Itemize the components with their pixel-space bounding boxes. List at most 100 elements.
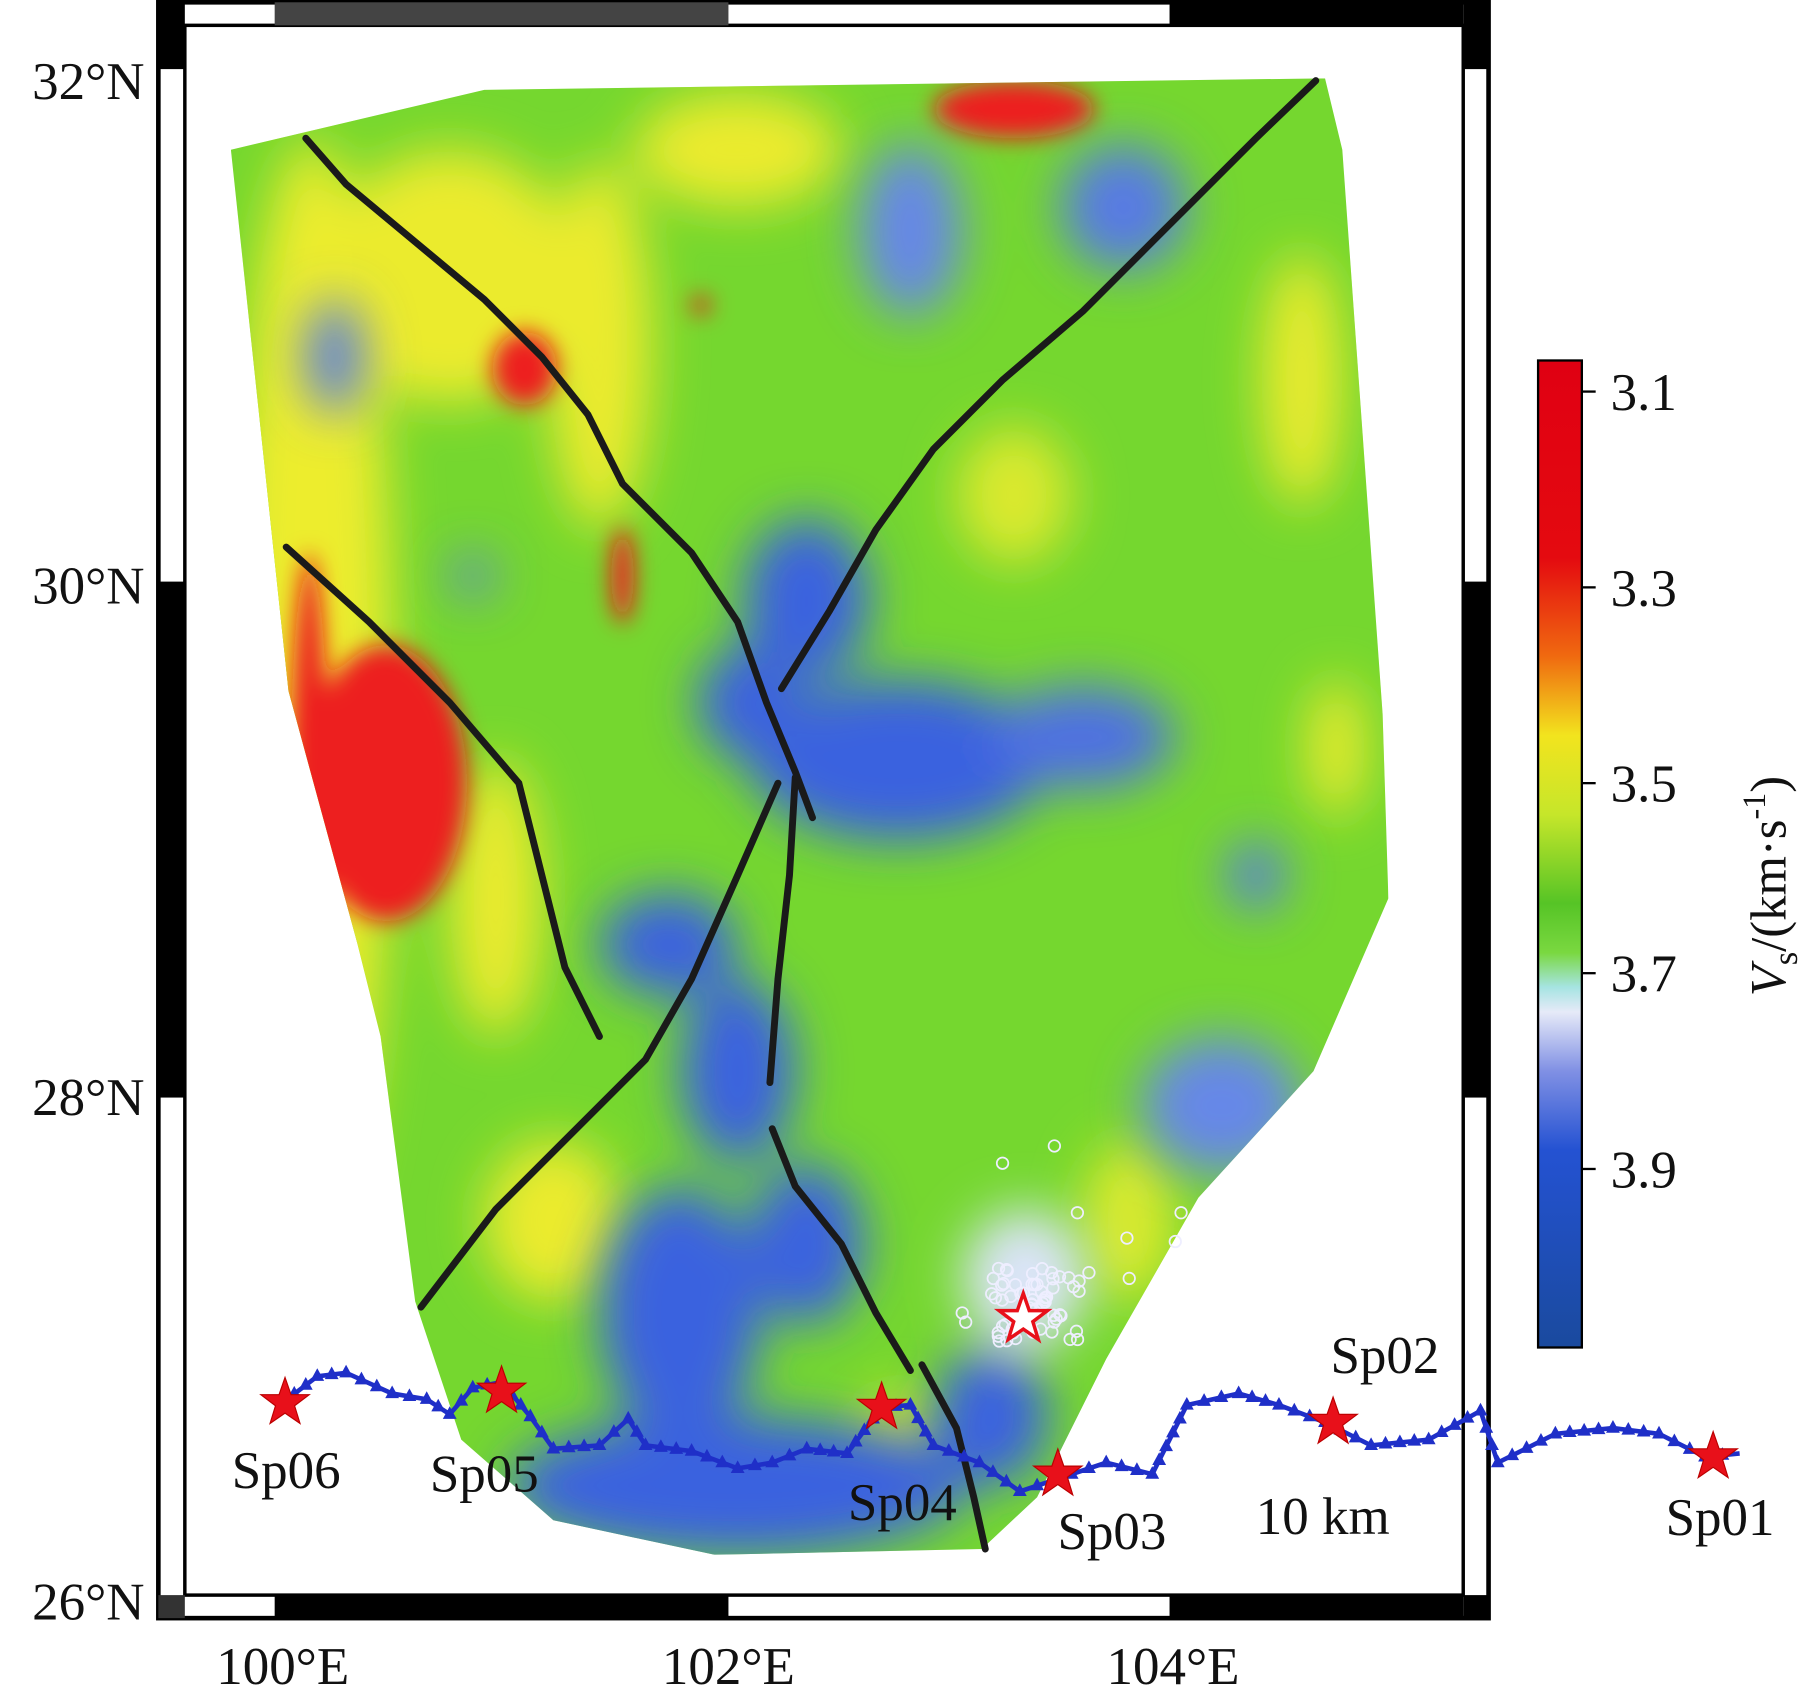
station-triangle xyxy=(606,1424,621,1437)
station-triangle xyxy=(1012,1483,1027,1497)
station-triangle xyxy=(826,1443,841,1457)
station-triangle xyxy=(310,1368,325,1381)
station-triangle xyxy=(1348,1429,1363,1443)
event xyxy=(992,1334,1006,1348)
station-triangle xyxy=(1548,1425,1563,1439)
station-triangle xyxy=(561,1439,576,1453)
event xyxy=(1168,1234,1182,1249)
event xyxy=(1082,1266,1096,1280)
station-triangle xyxy=(799,1440,814,1454)
fault-lines xyxy=(282,77,1320,1553)
station-triangle xyxy=(513,1397,528,1410)
event xyxy=(995,1319,1010,1333)
station-triangle xyxy=(1621,1421,1636,1435)
colorbar: 3.1 3.3 3.5 3.7 3.9 Vs/(km·s-1) xyxy=(1536,359,1805,1349)
station-triangle xyxy=(465,1379,480,1393)
station-triangle xyxy=(1667,1433,1682,1447)
station-triangle xyxy=(653,1439,668,1452)
station-triangle xyxy=(1421,1431,1436,1445)
station-triangle xyxy=(385,1385,400,1399)
event xyxy=(1062,1271,1076,1285)
lon-label: 104°E xyxy=(1106,1638,1239,1693)
station-triangle xyxy=(1591,1421,1606,1435)
label-unit: /(km·s xyxy=(1741,820,1797,952)
event xyxy=(1047,1315,1061,1329)
event xyxy=(955,1306,969,1320)
event xyxy=(1069,1324,1084,1338)
station-triangle xyxy=(1562,1424,1577,1438)
station-triangle xyxy=(848,1433,863,1447)
station-triangle xyxy=(298,1377,313,1390)
station-triangle xyxy=(1636,1423,1651,1437)
station-triangle xyxy=(523,1408,538,1422)
event xyxy=(986,1271,1000,1286)
lat-labels: 32°N 30°N 28°N 26°N xyxy=(32,53,144,1631)
station-triangle xyxy=(1030,1477,1045,1491)
station-triangle xyxy=(1166,1424,1180,1438)
station-triangle xyxy=(1172,1410,1187,1424)
event xyxy=(995,1278,1009,1292)
station-triangle xyxy=(1577,1422,1592,1436)
station-triangle xyxy=(638,1437,653,1450)
lat-label: 30°N xyxy=(32,557,144,615)
station-triangle xyxy=(1130,1462,1144,1475)
station-triangle xyxy=(1534,1433,1548,1446)
event xyxy=(991,1261,1006,1276)
station-triangle xyxy=(748,1457,762,1471)
event xyxy=(1122,1271,1136,1286)
station-label: Sp03 xyxy=(1057,1503,1166,1561)
station-triangle xyxy=(813,1442,828,1455)
colorbar-tick-label: 3.9 xyxy=(1611,1141,1677,1199)
station-triangle xyxy=(546,1440,561,1454)
event xyxy=(1052,1270,1067,1284)
station-triangle xyxy=(700,1448,714,1462)
station-triangle xyxy=(1152,1452,1167,1465)
station-triangle xyxy=(577,1438,592,1452)
colorbar-label: Vs/(km·s-1) xyxy=(1736,776,1805,996)
station-triangle xyxy=(1490,1454,1505,1468)
lon-labels: 100°E 102°E 104°E xyxy=(216,1638,1239,1693)
lat-label: 32°N xyxy=(32,53,144,111)
station-triangle xyxy=(1364,1437,1379,1450)
station-triangle xyxy=(621,1410,636,1424)
event xyxy=(1120,1231,1134,1245)
station-triangle xyxy=(1473,1402,1488,1416)
station-triangle xyxy=(1179,1397,1194,1410)
lon-label: 102°E xyxy=(662,1638,795,1693)
station-triangle xyxy=(730,1460,745,1474)
station-triangle xyxy=(986,1464,1000,1477)
event xyxy=(999,1263,1014,1277)
station-triangle xyxy=(1245,1389,1259,1403)
event xyxy=(1070,1332,1085,1347)
station-triangle xyxy=(999,1473,1014,1487)
station-triangle xyxy=(1197,1393,1212,1406)
station-triangle xyxy=(684,1443,699,1456)
lat-label: 28°N xyxy=(32,1069,144,1127)
station-triangle xyxy=(782,1447,797,1461)
label-superscript: -1 xyxy=(1736,793,1772,820)
station-triangle xyxy=(1519,1440,1534,1453)
station-label: Sp06 xyxy=(232,1442,341,1500)
event xyxy=(1070,1206,1085,1220)
station-triangle xyxy=(629,1424,644,1437)
station-triangle xyxy=(1378,1435,1393,1449)
station-labels: Sp01 Sp02 Sp03 Sp04 Sp05 Sp06 10 km xyxy=(232,1327,1775,1561)
station-triangle xyxy=(1434,1424,1449,1438)
station-triangle xyxy=(1652,1425,1666,1439)
event xyxy=(988,1291,1003,1305)
label-subscript: s xyxy=(1767,952,1805,965)
station-triangle xyxy=(1258,1393,1273,1406)
station-triangle xyxy=(911,1410,925,1424)
station-triangle xyxy=(669,1441,684,1454)
event xyxy=(1038,1295,1052,1309)
station-triangle xyxy=(402,1388,417,1402)
station-triangle xyxy=(918,1423,933,1437)
station-triangle xyxy=(1159,1438,1173,1452)
event xyxy=(1035,1262,1049,1276)
event xyxy=(1046,1272,1060,1286)
station-triangle xyxy=(1460,1409,1475,1423)
event xyxy=(1046,1281,1060,1295)
station-triangle xyxy=(324,1366,339,1380)
event xyxy=(1047,1139,1061,1153)
